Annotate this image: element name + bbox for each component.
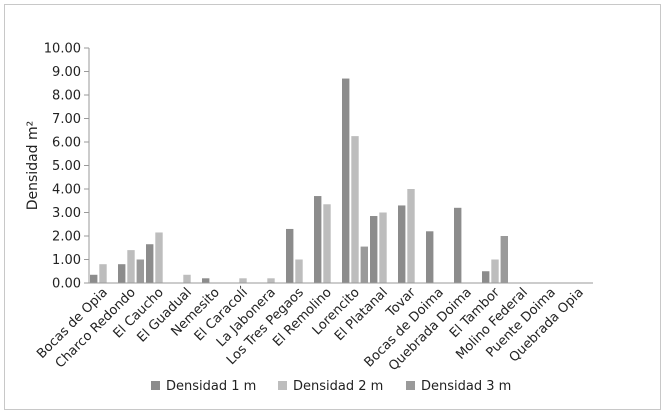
y-tick-label: 1.00 [52, 253, 81, 268]
y-axis-title: Densidad m² [25, 121, 41, 211]
y-tick-label: 10.00 [44, 42, 81, 57]
y-tick-label: 8.00 [52, 89, 81, 104]
bar-2 [127, 250, 135, 283]
bar-2 [239, 278, 247, 283]
legend-swatch [151, 381, 160, 390]
legend: Densidad 1 m Densidad 2 m Densidad 3 m [151, 379, 511, 394]
chart-frame: 0.00 1.00 2.00 3.00 4.00 5.00 6.00 7.00 8.00 9.00… [4, 4, 661, 410]
legend-label: Densidad 3 m [421, 379, 511, 394]
bar-3 [500, 236, 508, 283]
bar-1 [426, 231, 434, 283]
y-tick-label: 2.00 [52, 230, 81, 245]
bars [90, 78, 508, 283]
y-tick-label: 0.00 [52, 277, 81, 292]
bar-1 [286, 228, 294, 283]
bar-1 [202, 278, 210, 283]
y-tick-label: 7.00 [52, 112, 81, 127]
legend-swatch [278, 381, 287, 390]
bar-1 [342, 78, 350, 283]
y-tick-label: 5.00 [52, 159, 81, 174]
bar-1 [398, 205, 406, 283]
legend-swatch [406, 381, 415, 390]
bar-chart: 0.00 1.00 2.00 3.00 4.00 5.00 6.00 7.00 8.00 9.00… [25, 42, 593, 394]
bar-2 [491, 259, 499, 283]
y-tick-label: 4.00 [52, 183, 81, 198]
y-tick-label: 9.00 [52, 65, 81, 80]
legend-label: Densidad 2 m [293, 379, 383, 394]
y-tick-label: 6.00 [52, 136, 81, 151]
bar-2 [407, 189, 415, 283]
bar-2 [295, 259, 303, 283]
bar-2 [99, 264, 107, 283]
bar-2 [267, 278, 275, 283]
y-tick-label: 3.00 [52, 206, 81, 221]
y-axis: 0.00 1.00 2.00 3.00 4.00 5.00 6.00 7.00 8.00 9.00… [44, 42, 90, 292]
bar-1 [454, 207, 462, 283]
bar-1 [482, 271, 490, 283]
bar-3 [136, 259, 144, 283]
bar-1 [90, 274, 98, 283]
bar-1 [314, 196, 322, 283]
bar-2 [351, 136, 359, 283]
bar-2 [155, 232, 163, 283]
bar-2 [183, 274, 191, 283]
bar-3 [360, 246, 368, 283]
legend-label: Densidad 1 m [166, 379, 256, 394]
bar-1 [118, 264, 126, 283]
bar-1 [370, 216, 378, 283]
bar-2 [379, 212, 387, 283]
bar-2 [323, 204, 331, 283]
bar-1 [146, 244, 154, 283]
